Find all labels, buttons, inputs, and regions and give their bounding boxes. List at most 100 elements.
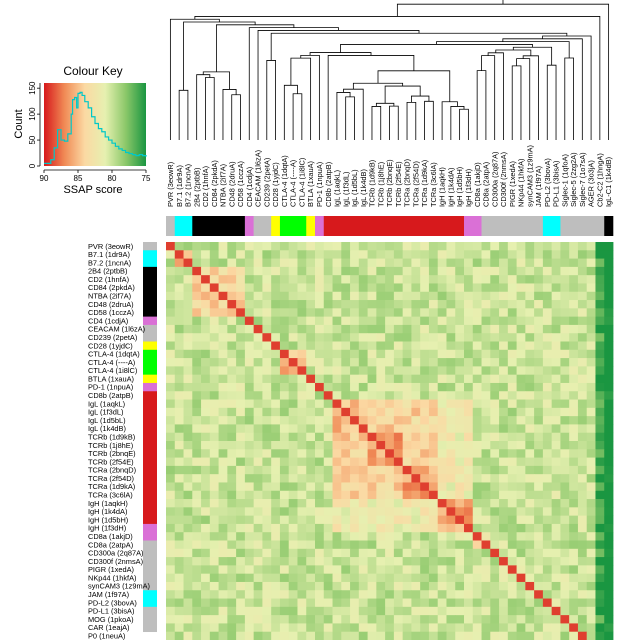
heatmap-cell [516,631,526,640]
heatmap-cell [227,606,237,616]
heatmap-cell [315,432,325,442]
heatmap-cell [262,341,272,351]
heatmap-cell [244,308,255,318]
heatmap-cell [358,540,368,550]
heatmap-cell [332,457,342,467]
heatmap-cell [341,366,351,376]
heatmap-cell [236,291,246,301]
heatmap-cell [201,382,211,392]
column-label: TCRa (1d9kA) [420,160,429,207]
heatmap-cell [209,349,219,359]
heatmap-cell [367,391,377,400]
heatmap-cell [358,349,368,359]
heatmap-cell [516,250,526,259]
heatmap-cell [297,407,307,417]
heatmap-cell [315,532,325,541]
column-label: BTLA (1xauA) [306,161,315,207]
heatmap-cell [481,275,491,284]
heatmap-cell [542,291,553,301]
heatmap-cell [332,374,342,384]
heatmap-cell [209,275,219,284]
heatmap-cell [542,266,553,276]
heatmap-cell [490,441,500,450]
heatmap-cell [499,250,509,259]
heatmap-cell [209,308,219,318]
heatmap-cell [604,283,614,293]
heatmap-cell [209,457,219,467]
heatmap-cell [446,424,456,434]
heatmap-cell [323,499,333,508]
heatmap-cell [586,515,596,525]
heatmap-cell [350,432,360,442]
heatmap-cell [542,333,553,342]
heatmap-cell [253,449,263,458]
heatmap-cell [481,523,491,533]
heatmap-cell [315,358,325,367]
heatmap-cell [455,416,465,425]
heatmap-cell [253,441,263,450]
heatmap-cell [227,416,237,425]
heatmap-cell [323,333,333,342]
heatmap-cell [577,465,588,475]
heatmap-cell [595,399,605,409]
heatmap-cell [209,490,219,500]
row-label: TCRa (2bnqD) [88,466,136,475]
heatmap-cell [218,366,228,376]
heatmap-cell [464,250,474,259]
heatmap-cell [490,407,500,417]
row-label: TCRa (3c6lA) [88,491,133,500]
heatmap-cell [402,391,412,400]
heatmap-cell [428,565,439,575]
heatmap-cell [341,283,351,293]
heatmap-cell [551,590,561,599]
heatmap-cell [507,333,517,342]
heatmap-cell [315,606,325,616]
heatmap-cell [341,532,351,541]
heatmap-cell [516,308,526,318]
heatmap-cell [367,598,377,608]
heatmap-cell [507,441,517,450]
column-label: synCAM3 (1z9mA) [525,145,534,207]
column-label: B7.2 (1ncnA) [184,164,193,207]
heatmap-cell [464,441,474,450]
heatmap-cell [507,598,517,608]
heatmap-cell [577,573,588,583]
column-group-color [481,216,544,236]
heatmap-cell [367,499,377,508]
heatmap-cell [183,341,193,351]
heatmap-cell [446,316,456,326]
heatmap-cell [271,565,281,575]
heatmap-cell [332,623,342,633]
heatmap-cell [560,349,570,359]
heatmap-cell [534,291,544,301]
heatmap-cell [341,474,351,483]
heatmap-cell [376,499,386,508]
heatmap-cell [236,407,246,417]
heatmap-cell [358,424,368,434]
heatmap-cell [595,449,605,458]
heatmap-cell [218,441,228,450]
heatmap-cell [174,283,184,293]
heatmap-cell [288,333,298,342]
heatmap-cell [428,358,439,367]
heatmap-cell [499,606,509,616]
heatmap-cell [244,366,255,376]
heatmap-cell [209,341,219,351]
heatmap-cell [201,416,211,425]
heatmap-cell [420,300,430,309]
heatmap-cell [376,548,386,558]
heatmap-cell [358,258,368,268]
heatmap-cell [446,623,456,633]
heatmap-cell [507,316,517,326]
heatmap-cell [315,615,325,624]
heatmap-cell [174,490,184,500]
heatmap-cell [525,308,535,318]
heatmap-cell [595,557,605,566]
heatmap-cell [464,557,474,566]
heatmap-cell [516,374,526,384]
heatmap-cell [227,565,237,575]
heatmap-cell [569,499,579,508]
heatmap-cell [279,581,290,591]
heatmap-cell [499,540,509,550]
heatmap-cell [218,250,228,259]
